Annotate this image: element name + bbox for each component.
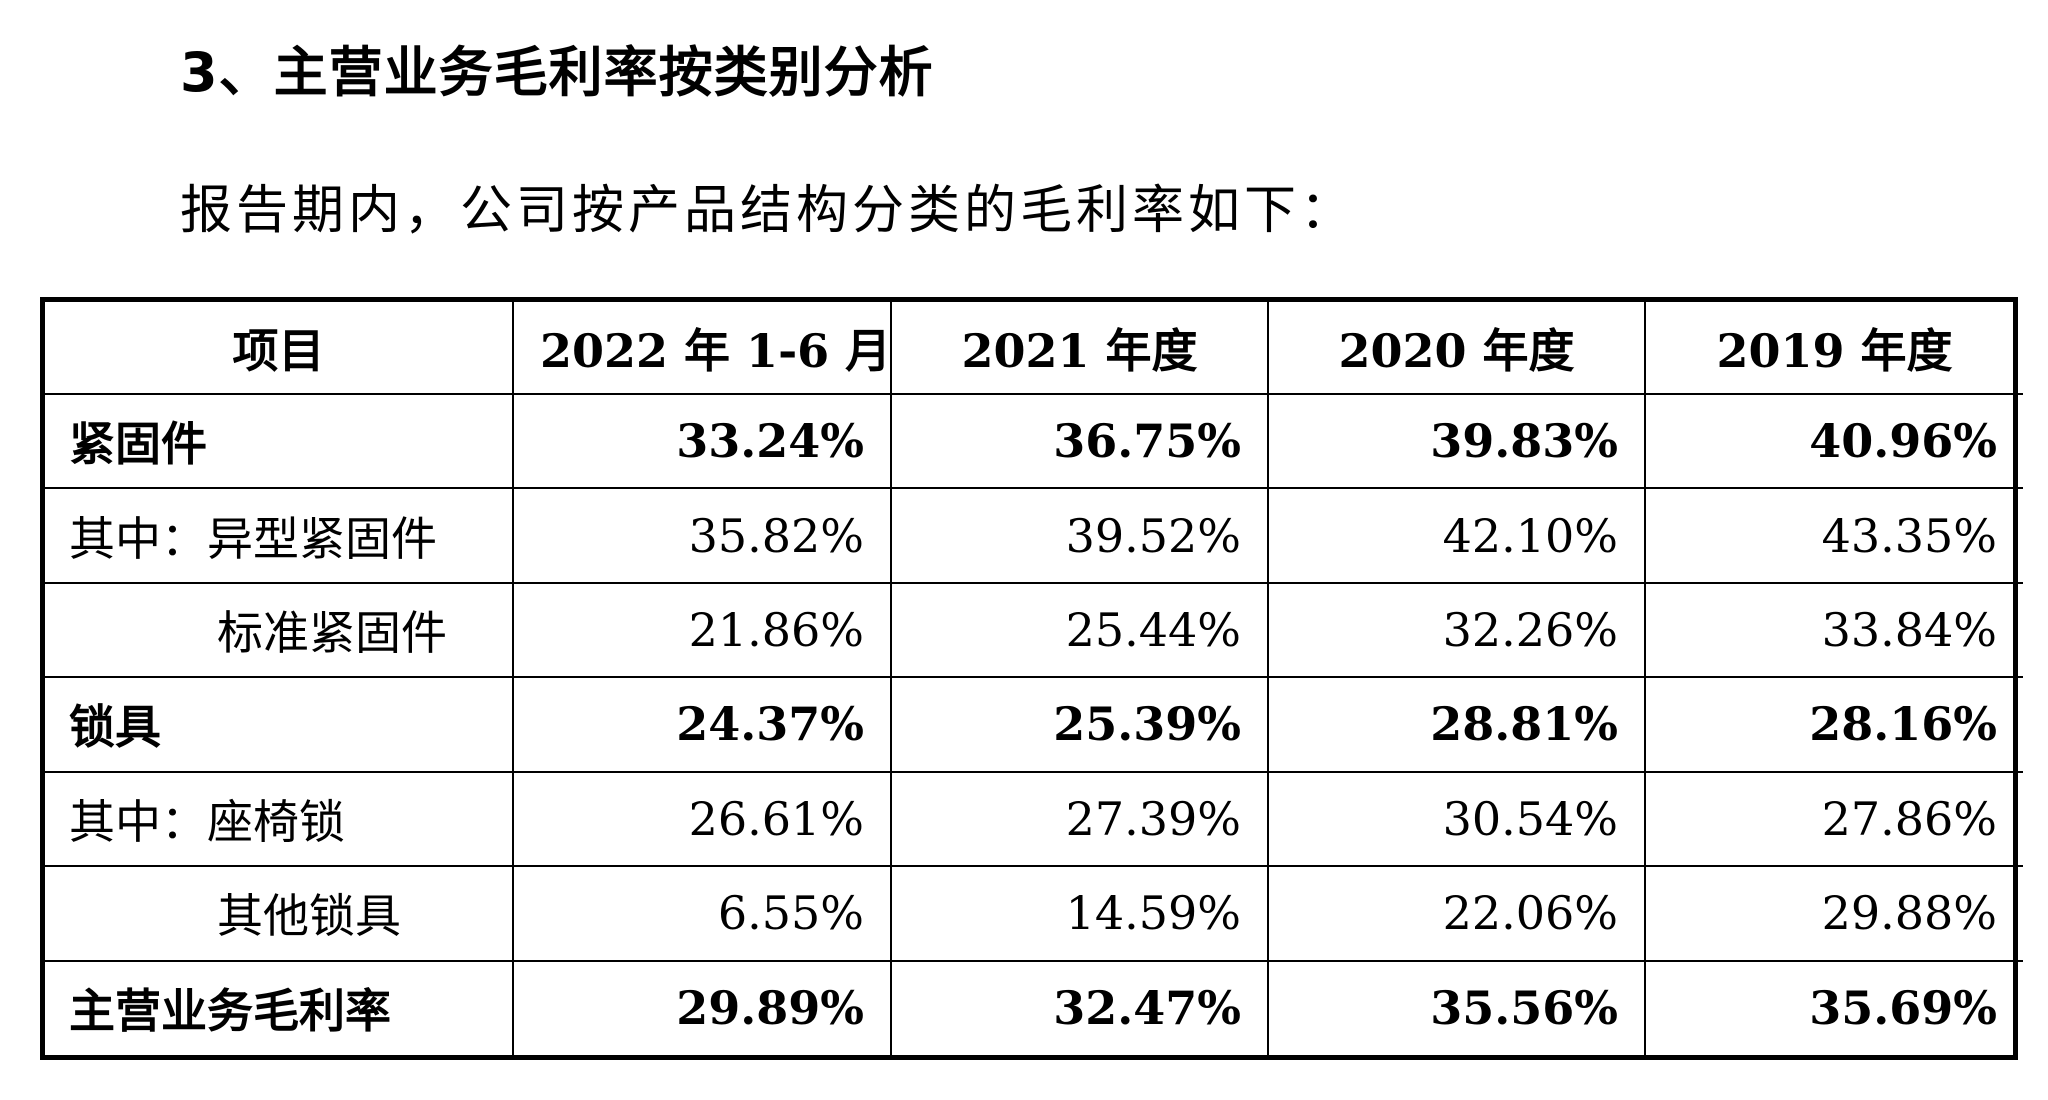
row-label: 其中：座椅锁 [45, 770, 514, 868]
header-item: 项目 [45, 302, 514, 395]
header-2022h1: 2022 年 1-6 月 [512, 302, 892, 395]
section-heading: 3、主营业务毛利率按类别分析 [180, 41, 934, 104]
cell-value: 14.59% [890, 865, 1269, 962]
header-2019: 2019 年度 [1644, 302, 2023, 395]
cell-value: 30.54% [1267, 770, 1646, 868]
cell-value: 40.96% [1644, 394, 2023, 490]
header-2021: 2021 年度 [890, 302, 1269, 395]
cell-value: 6.55% [512, 865, 892, 962]
table-row-other-locks: 其他锁具 6.55% 14.59% 22.06% 29.88% [45, 865, 2023, 962]
row-label: 标准紧固件 [45, 581, 514, 679]
cell-value: 35.69% [1644, 959, 2023, 1055]
cell-value: 21.86% [512, 581, 892, 679]
table-header-row: 项目 2022 年 1-6 月 2021 年度 2020 年度 2019 年度 [45, 302, 2023, 395]
cell-value: 27.39% [890, 770, 1269, 868]
cell-value: 43.35% [1644, 487, 2023, 584]
gross-margin-table-grid: 项目 2022 年 1-6 月 2021 年度 2020 年度 2019 年度 … [45, 302, 2023, 1055]
header-2020: 2020 年度 [1267, 302, 1646, 395]
table-row-main-business-gross-margin: 主营业务毛利率 29.89% 32.47% 35.56% 35.69% [45, 959, 2023, 1055]
table-row-fasteners: 紧固件 33.24% 36.75% 39.83% 40.96% [45, 394, 2023, 490]
cell-value: 33.24% [512, 394, 892, 490]
cell-value: 42.10% [1267, 487, 1646, 584]
cell-value: 22.06% [1267, 865, 1646, 962]
intro-paragraph: 报告期内，公司按产品结构分类的毛利率如下： [180, 181, 1357, 241]
cell-value: 25.44% [890, 581, 1269, 679]
cell-value: 36.75% [890, 394, 1269, 490]
table-row-standard-fasteners: 标准紧固件 21.86% 25.44% 32.26% 33.84% [45, 581, 2023, 679]
cell-value: 28.16% [1644, 676, 2023, 773]
row-label: 紧固件 [45, 394, 514, 490]
row-label: 锁具 [45, 676, 514, 773]
cell-value: 35.56% [1267, 959, 1646, 1055]
cell-value: 27.86% [1644, 770, 2023, 868]
table-row-special-fasteners: 其中：异型紧固件 35.82% 39.52% 42.10% 43.35% [45, 487, 2023, 584]
cell-value: 35.82% [512, 487, 892, 584]
row-label: 其中：异型紧固件 [45, 487, 514, 584]
cell-value: 39.83% [1267, 394, 1646, 490]
row-label: 主营业务毛利率 [45, 959, 514, 1055]
cell-value: 32.47% [890, 959, 1269, 1055]
cell-value: 24.37% [512, 676, 892, 773]
cell-value: 29.89% [512, 959, 892, 1055]
cell-value: 33.84% [1644, 581, 2023, 679]
gross-margin-table: 项目 2022 年 1-6 月 2021 年度 2020 年度 2019 年度 … [40, 297, 2023, 1060]
cell-value: 25.39% [890, 676, 1269, 773]
cell-value: 29.88% [1644, 865, 2023, 962]
cell-value: 32.26% [1267, 581, 1646, 679]
cell-value: 39.52% [890, 487, 1269, 584]
cell-value: 28.81% [1267, 676, 1646, 773]
cell-value: 26.61% [512, 770, 892, 868]
row-label: 其他锁具 [45, 865, 514, 962]
table-row-seat-locks: 其中：座椅锁 26.61% 27.39% 30.54% 27.86% [45, 770, 2023, 868]
table-row-locks: 锁具 24.37% 25.39% 28.81% 28.16% [45, 676, 2023, 773]
